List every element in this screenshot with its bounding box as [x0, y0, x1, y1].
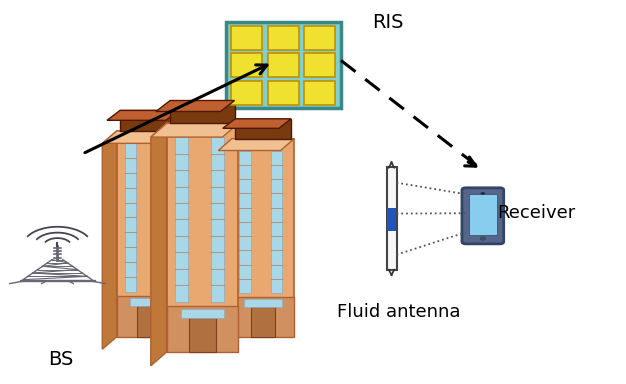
Bar	[125, 143, 136, 291]
Polygon shape	[223, 119, 291, 128]
Bar	[137, 306, 162, 337]
Bar	[167, 123, 239, 352]
Bar	[386, 167, 396, 270]
Bar	[304, 81, 336, 105]
FancyBboxPatch shape	[462, 188, 504, 244]
Bar	[270, 151, 282, 293]
Bar	[232, 297, 294, 337]
Bar	[304, 53, 336, 77]
Polygon shape	[102, 131, 116, 349]
Bar	[120, 111, 179, 131]
Bar	[130, 298, 169, 306]
Bar	[167, 306, 239, 352]
Bar	[244, 299, 282, 307]
Bar	[211, 137, 224, 302]
Bar	[175, 137, 188, 302]
Bar	[232, 26, 262, 50]
Bar	[181, 309, 224, 318]
Circle shape	[480, 192, 485, 195]
Bar	[268, 53, 299, 77]
Text: BS: BS	[48, 350, 73, 369]
Bar	[240, 151, 250, 293]
Polygon shape	[218, 139, 232, 349]
Polygon shape	[151, 123, 167, 366]
Bar	[226, 22, 341, 108]
Bar	[387, 209, 396, 231]
Bar	[268, 81, 299, 105]
Polygon shape	[156, 101, 235, 111]
Text: RIS: RIS	[372, 13, 404, 32]
Bar	[116, 296, 182, 337]
Bar	[232, 53, 262, 77]
Polygon shape	[102, 131, 182, 143]
Circle shape	[480, 237, 486, 240]
Bar	[232, 81, 262, 105]
Bar	[232, 139, 294, 337]
Bar	[251, 307, 275, 337]
Bar	[235, 119, 291, 139]
Bar	[268, 26, 299, 50]
Bar	[116, 131, 182, 337]
Bar	[19, 280, 95, 281]
Text: Receiver: Receiver	[497, 204, 575, 222]
Bar	[304, 26, 336, 50]
Bar	[157, 143, 169, 291]
Bar	[189, 318, 216, 352]
Text: Fluid antenna: Fluid antenna	[337, 303, 461, 321]
Polygon shape	[151, 123, 239, 137]
Polygon shape	[218, 139, 294, 151]
Polygon shape	[107, 111, 179, 120]
Bar	[469, 194, 496, 235]
Bar	[170, 101, 235, 123]
